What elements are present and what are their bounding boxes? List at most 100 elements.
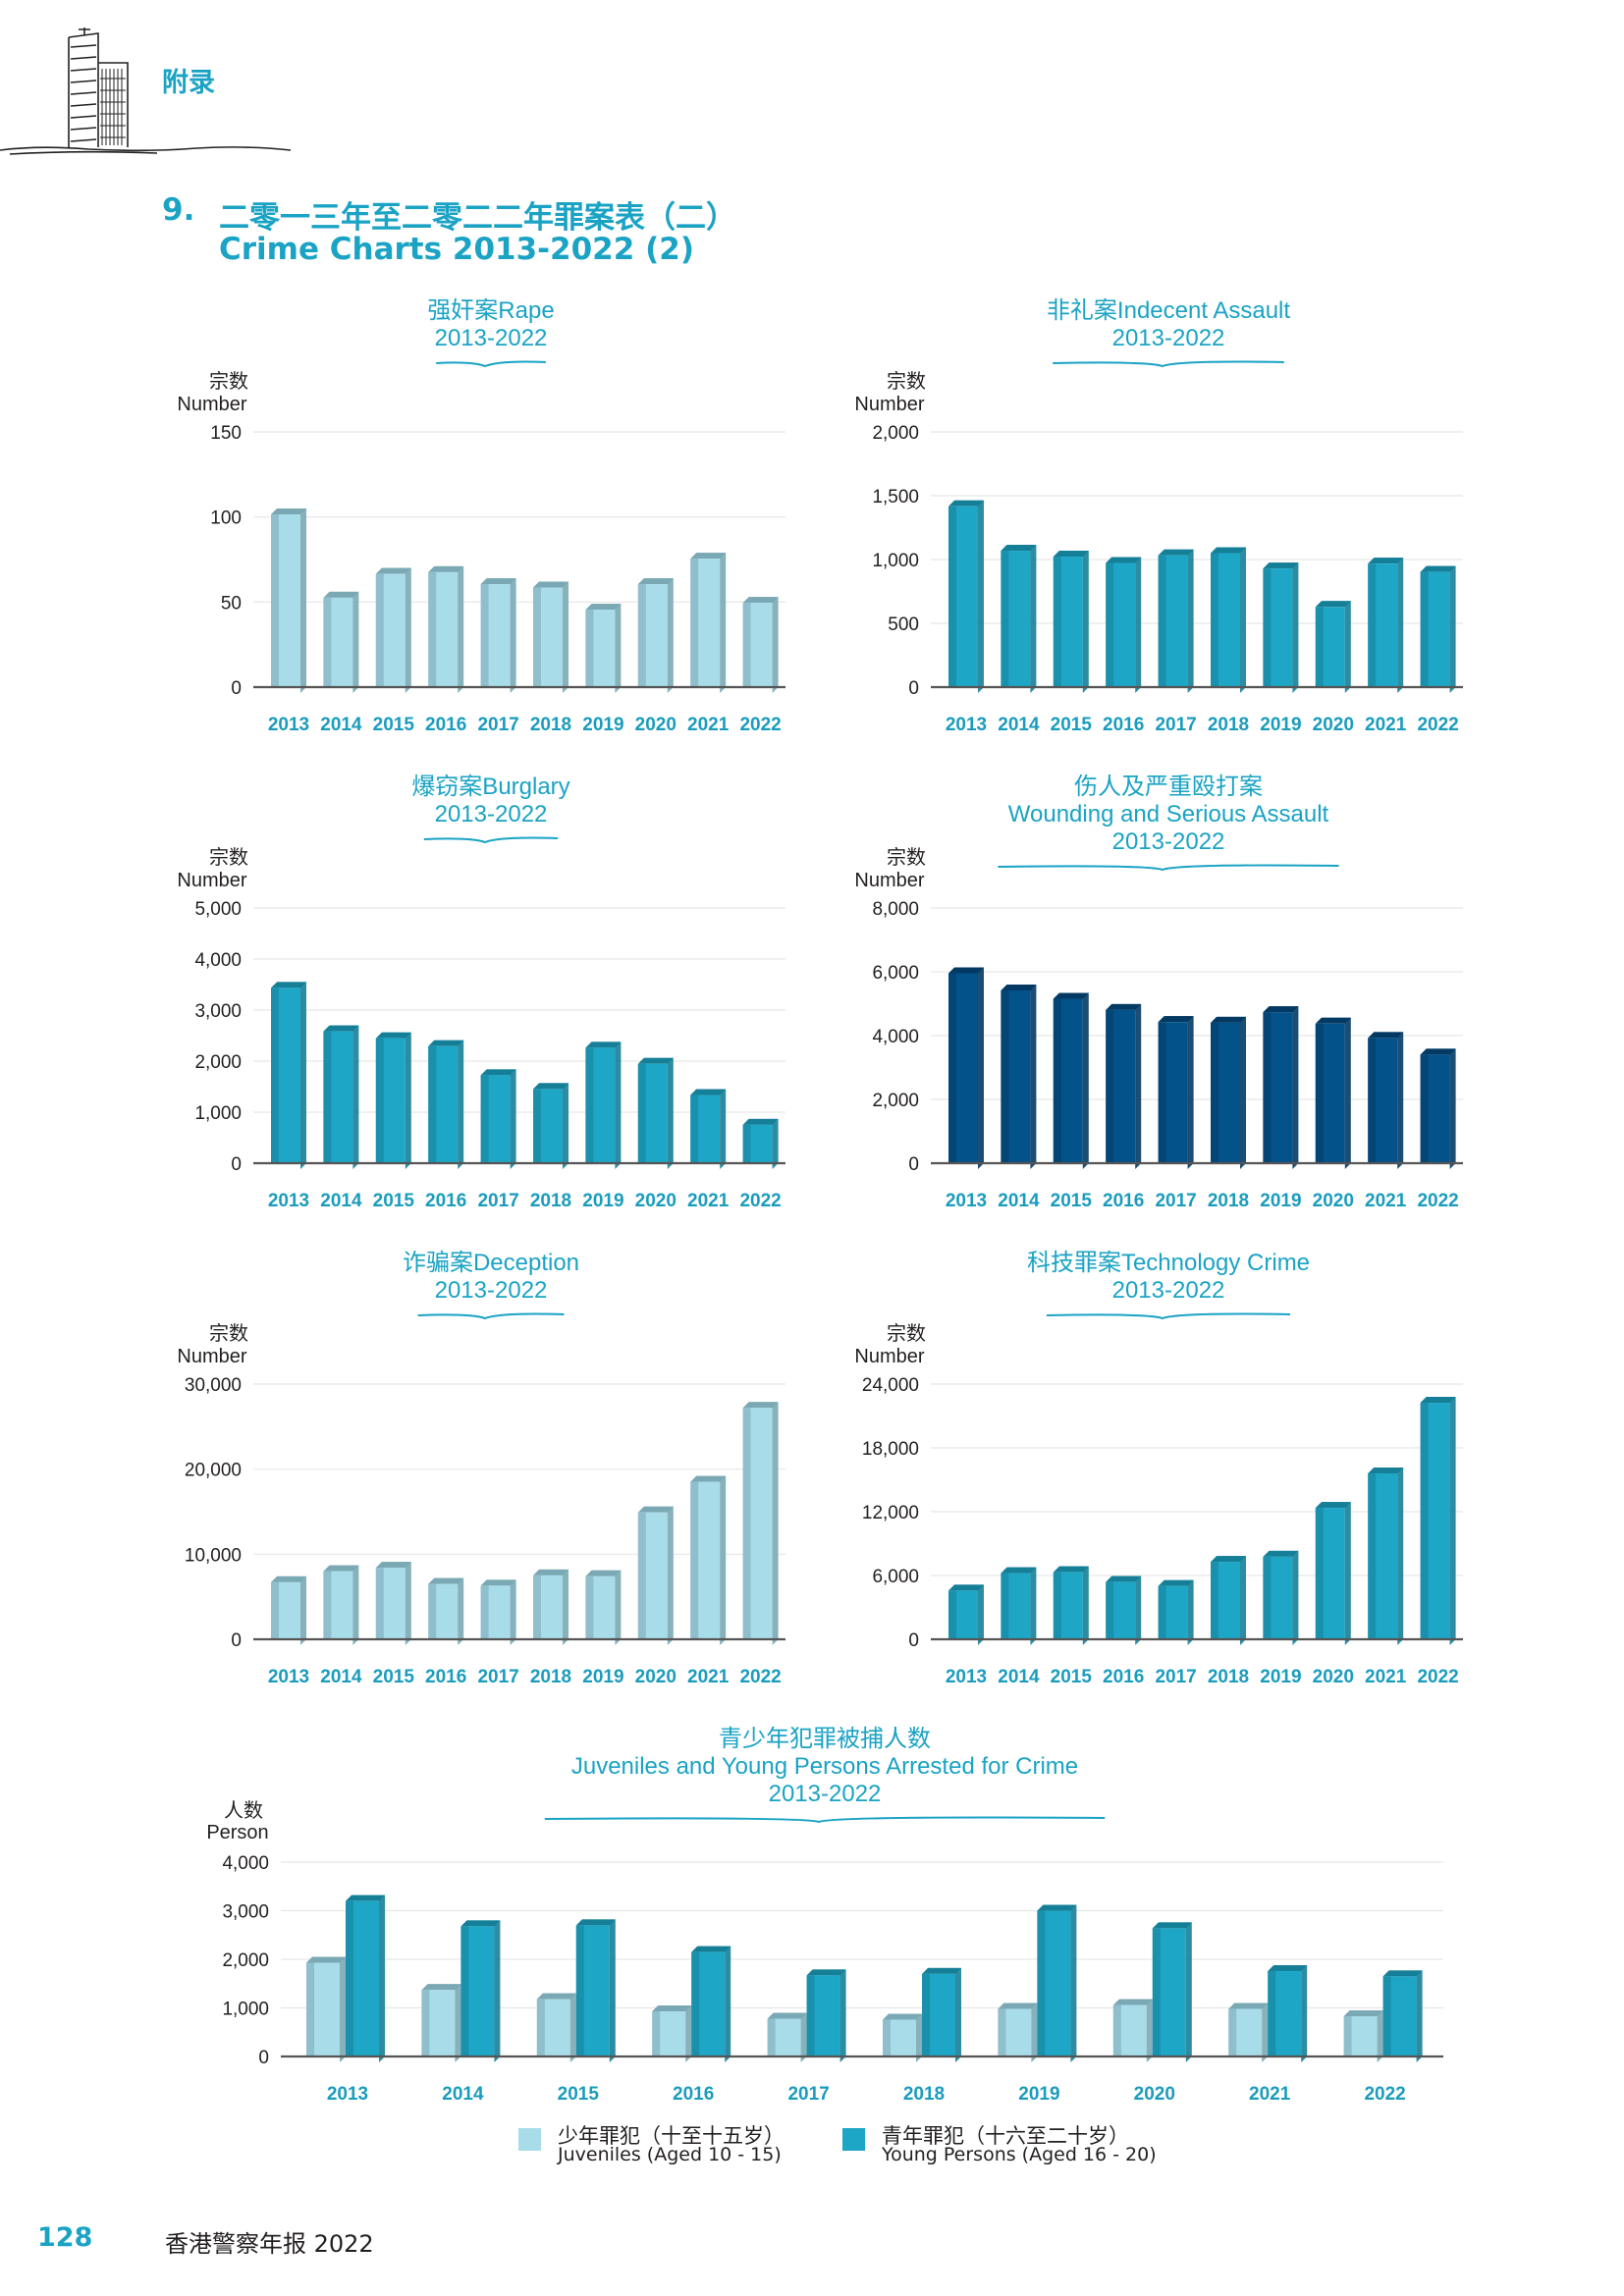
bar-2013 <box>948 1584 984 1645</box>
bar-2014 <box>1001 545 1037 693</box>
y-tick-label: 0 <box>231 1630 242 1651</box>
x-tick-label: 2022 <box>1417 1191 1458 1211</box>
x-tick-label: 2019 <box>1018 2084 1059 2105</box>
bar-2016 <box>428 1577 464 1645</box>
section-label: 附录 <box>162 68 215 98</box>
chart-title-line-1: 2013-2022 <box>1112 325 1225 351</box>
bar-2013 <box>271 982 306 1169</box>
y-tick-label: 0 <box>258 2048 269 2068</box>
x-tick-label: 2019 <box>1260 1191 1301 1211</box>
x-tick-label: 2017 <box>477 715 518 735</box>
bar-2014 <box>323 591 359 693</box>
bar-2017 <box>480 578 516 693</box>
bar-2019 <box>1263 1006 1299 1169</box>
y-unit-en: Number <box>854 394 924 415</box>
x-tick-label: 2014 <box>320 1191 362 1211</box>
x-tick-label: 2014 <box>998 1667 1040 1687</box>
y-unit-zh: 宗数 <box>209 1322 248 1345</box>
bar-2013 <box>271 1575 306 1645</box>
chart-title-line-0: 非礼案Indecent Assault <box>1047 297 1290 324</box>
x-tick-label: 2019 <box>1260 715 1301 735</box>
y-unit-zh: 宗数 <box>887 370 926 393</box>
x-tick-label: 2015 <box>373 1667 415 1687</box>
x-tick-label: 2013 <box>268 1667 309 1687</box>
bar-2015 <box>1053 992 1089 1169</box>
bar-2013-juveniles <box>306 1956 346 2062</box>
x-tick-label: 2020 <box>1313 715 1354 735</box>
bar-2015 <box>1053 551 1089 693</box>
x-tick-label: 2022 <box>1417 1667 1458 1687</box>
y-unit-en: Number <box>177 870 246 891</box>
bar-2021-young-persons <box>1268 1964 1308 2062</box>
title-underline <box>417 1312 565 1320</box>
x-tick-label: 2018 <box>903 2084 945 2105</box>
x-tick-label: 2019 <box>582 715 623 735</box>
x-tick-label: 2013 <box>946 715 987 735</box>
y-tick-label: 6,000 <box>872 963 919 984</box>
bar-2021 <box>690 553 727 693</box>
y-tick-label: 500 <box>888 614 919 635</box>
bar-2013-young-persons <box>346 1895 385 2062</box>
y-tick-label: 24,000 <box>862 1375 919 1396</box>
y-tick-label: 5,000 <box>194 899 242 920</box>
x-tick-label: 2014 <box>320 1667 362 1687</box>
bar-2017 <box>480 1579 516 1645</box>
y-tick-label: 4,000 <box>194 950 242 971</box>
bar-2018 <box>1211 547 1246 693</box>
x-tick-label: 2017 <box>477 1191 518 1211</box>
bar-2021 <box>1368 558 1404 693</box>
x-tick-label: 2017 <box>477 1667 518 1687</box>
bar-2016-juveniles <box>652 2005 692 2062</box>
bar-2014 <box>323 1565 359 1645</box>
chart-title-line-0: 爆窃案Burglary <box>411 774 569 800</box>
title-underline <box>998 864 1339 872</box>
x-tick-label: 2015 <box>1051 1667 1093 1687</box>
x-tick-label: 2016 <box>425 1191 466 1211</box>
x-tick-label: 2013 <box>268 1191 309 1211</box>
y-tick-label: 10,000 <box>185 1545 242 1566</box>
x-tick-label: 2015 <box>373 715 415 735</box>
legend-label-juveniles-en: Juveniles (Aged 10 - 15) <box>558 2144 782 2165</box>
chart-title-line-1: 2013-2022 <box>435 325 548 351</box>
bar-2017 <box>1158 1016 1194 1169</box>
bar-2020 <box>637 578 674 693</box>
bar-2014 <box>1001 985 1037 1169</box>
x-tick-label: 2022 <box>1364 2084 1405 2105</box>
x-tick-label: 2021 <box>1249 2084 1291 2105</box>
y-tick-label: 18,000 <box>862 1439 919 1460</box>
page-number: 128 <box>37 2222 93 2253</box>
legend-label-young-persons-zh: 青年罪犯（十六至二十岁） <box>882 2124 1129 2148</box>
bar-2022 <box>742 1118 779 1169</box>
title-underline <box>436 360 546 368</box>
bar-2021 <box>1368 1467 1404 1645</box>
bar-2021 <box>690 1089 727 1169</box>
y-unit-en: Number <box>177 394 246 415</box>
x-tick-label: 2018 <box>530 1191 571 1211</box>
bar-2015 <box>375 1562 411 1645</box>
x-tick-label: 2016 <box>673 2084 714 2105</box>
bar-2020 <box>637 1506 674 1645</box>
x-tick-label: 2015 <box>1051 1191 1093 1211</box>
legend-swatch-young-persons <box>842 2128 865 2151</box>
bar-2020 <box>1315 1017 1351 1169</box>
bar-2014 <box>323 1025 359 1169</box>
x-tick-label: 2020 <box>635 1191 677 1211</box>
y-tick-label: 8,000 <box>872 899 919 920</box>
bar-2016 <box>1106 1003 1142 1169</box>
x-tick-label: 2014 <box>442 2084 484 2105</box>
bar-2016 <box>1106 1575 1142 1645</box>
x-tick-label: 2021 <box>687 715 730 735</box>
chart-title-line-1: 2013-2022 <box>435 801 548 828</box>
y-tick-label: 6,000 <box>872 1567 919 1587</box>
title-underline <box>1046 1312 1291 1320</box>
x-tick-label: 2014 <box>998 715 1040 735</box>
y-tick-label: 0 <box>231 1154 242 1175</box>
x-tick-label: 2014 <box>998 1191 1040 1211</box>
y-tick-label: 0 <box>908 1154 919 1175</box>
x-tick-label: 2018 <box>530 715 571 735</box>
bar-2017 <box>1158 1579 1194 1645</box>
